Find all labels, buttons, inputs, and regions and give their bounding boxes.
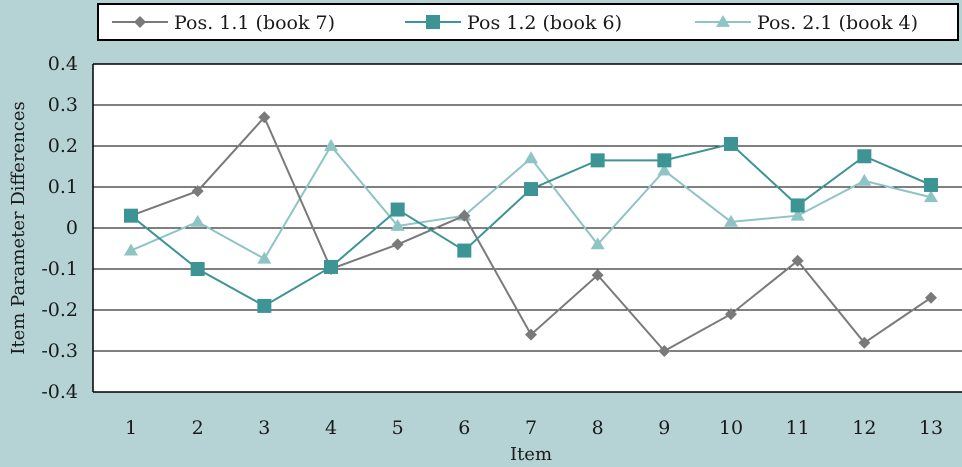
data-point (657, 153, 672, 168)
data-point (657, 163, 672, 176)
legend-marker (716, 15, 730, 27)
y-tick-label: 0.4 (48, 53, 78, 75)
y-tick-label: -0.1 (41, 258, 78, 280)
legend-label: Pos 1.2 (book 6) (467, 12, 622, 34)
data-point (457, 243, 472, 258)
y-tick-label: -0.4 (41, 381, 78, 403)
legend: Pos. 1.1 (book 7) Pos 1.2 (book 6) Pos. 2.… (97, 3, 959, 41)
data-point (124, 243, 138, 256)
data-point (590, 237, 605, 250)
x-tick-label: 13 (919, 417, 943, 439)
data-point (724, 214, 738, 227)
x-tick-label: 1 (125, 417, 137, 439)
data-point (857, 149, 872, 164)
data-point (257, 298, 272, 313)
y-tick-label: 0.3 (48, 94, 78, 116)
legend-label: Pos. 1.1 (book 7) (174, 12, 335, 34)
data-point (857, 173, 872, 186)
data-point (858, 336, 871, 349)
x-tick-label: 10 (719, 417, 743, 439)
data-point (391, 238, 404, 251)
legend-item: Pos 1.2 (book 6) (405, 12, 622, 34)
data-point (390, 202, 405, 217)
data-point (658, 345, 671, 357)
data-point (458, 209, 471, 222)
data-point (390, 218, 405, 231)
data-point (591, 269, 604, 282)
data-point (790, 198, 805, 213)
data-point (791, 254, 804, 267)
data-point (525, 328, 537, 341)
data-point (258, 111, 271, 124)
data-point (524, 151, 538, 164)
y-tick-label: 0.2 (48, 135, 78, 157)
data-point (257, 251, 272, 264)
legend-marker (134, 16, 146, 28)
data-point (324, 259, 338, 274)
x-tick-label: 3 (258, 417, 270, 439)
data-point (790, 208, 805, 221)
x-tick-label: 8 (592, 417, 604, 439)
data-point (191, 185, 204, 198)
data-point (190, 262, 205, 276)
x-tick-label: 4 (325, 417, 337, 439)
y-tick-label: 0.1 (48, 176, 78, 198)
legend-box (97, 3, 959, 41)
legend-item: Pos. 2.1 (book 4) (695, 12, 918, 34)
legend-marker (426, 15, 440, 29)
x-tick-label: 12 (852, 417, 876, 439)
data-point (724, 136, 738, 151)
y-tick-label: -0.3 (41, 340, 78, 362)
data-point (324, 139, 338, 151)
data-point (590, 153, 605, 168)
x-tick-label: 5 (392, 417, 404, 439)
data-point (524, 182, 538, 197)
legend-item: Pos. 1.1 (book 7) (112, 12, 335, 34)
x-tick-label: 7 (525, 417, 537, 439)
data-point (725, 308, 737, 321)
y-tick-label: 0 (66, 217, 78, 239)
x-tick-label: 6 (458, 417, 470, 439)
data-point (124, 208, 138, 223)
data-point (925, 291, 937, 304)
y-axis-title: Item Parameter Differences (8, 101, 29, 355)
x-axis-title: Item (510, 444, 552, 465)
x-tick-label: 9 (658, 417, 670, 439)
data-point (924, 190, 938, 203)
legend-label: Pos. 2.1 (book 4) (757, 12, 918, 34)
data-point (924, 177, 938, 192)
x-tick-label: 2 (192, 417, 204, 439)
y-tick-label: -0.2 (41, 299, 78, 321)
series-2 (124, 136, 938, 313)
x-tick-label: 11 (786, 417, 810, 439)
data-point (190, 214, 205, 227)
